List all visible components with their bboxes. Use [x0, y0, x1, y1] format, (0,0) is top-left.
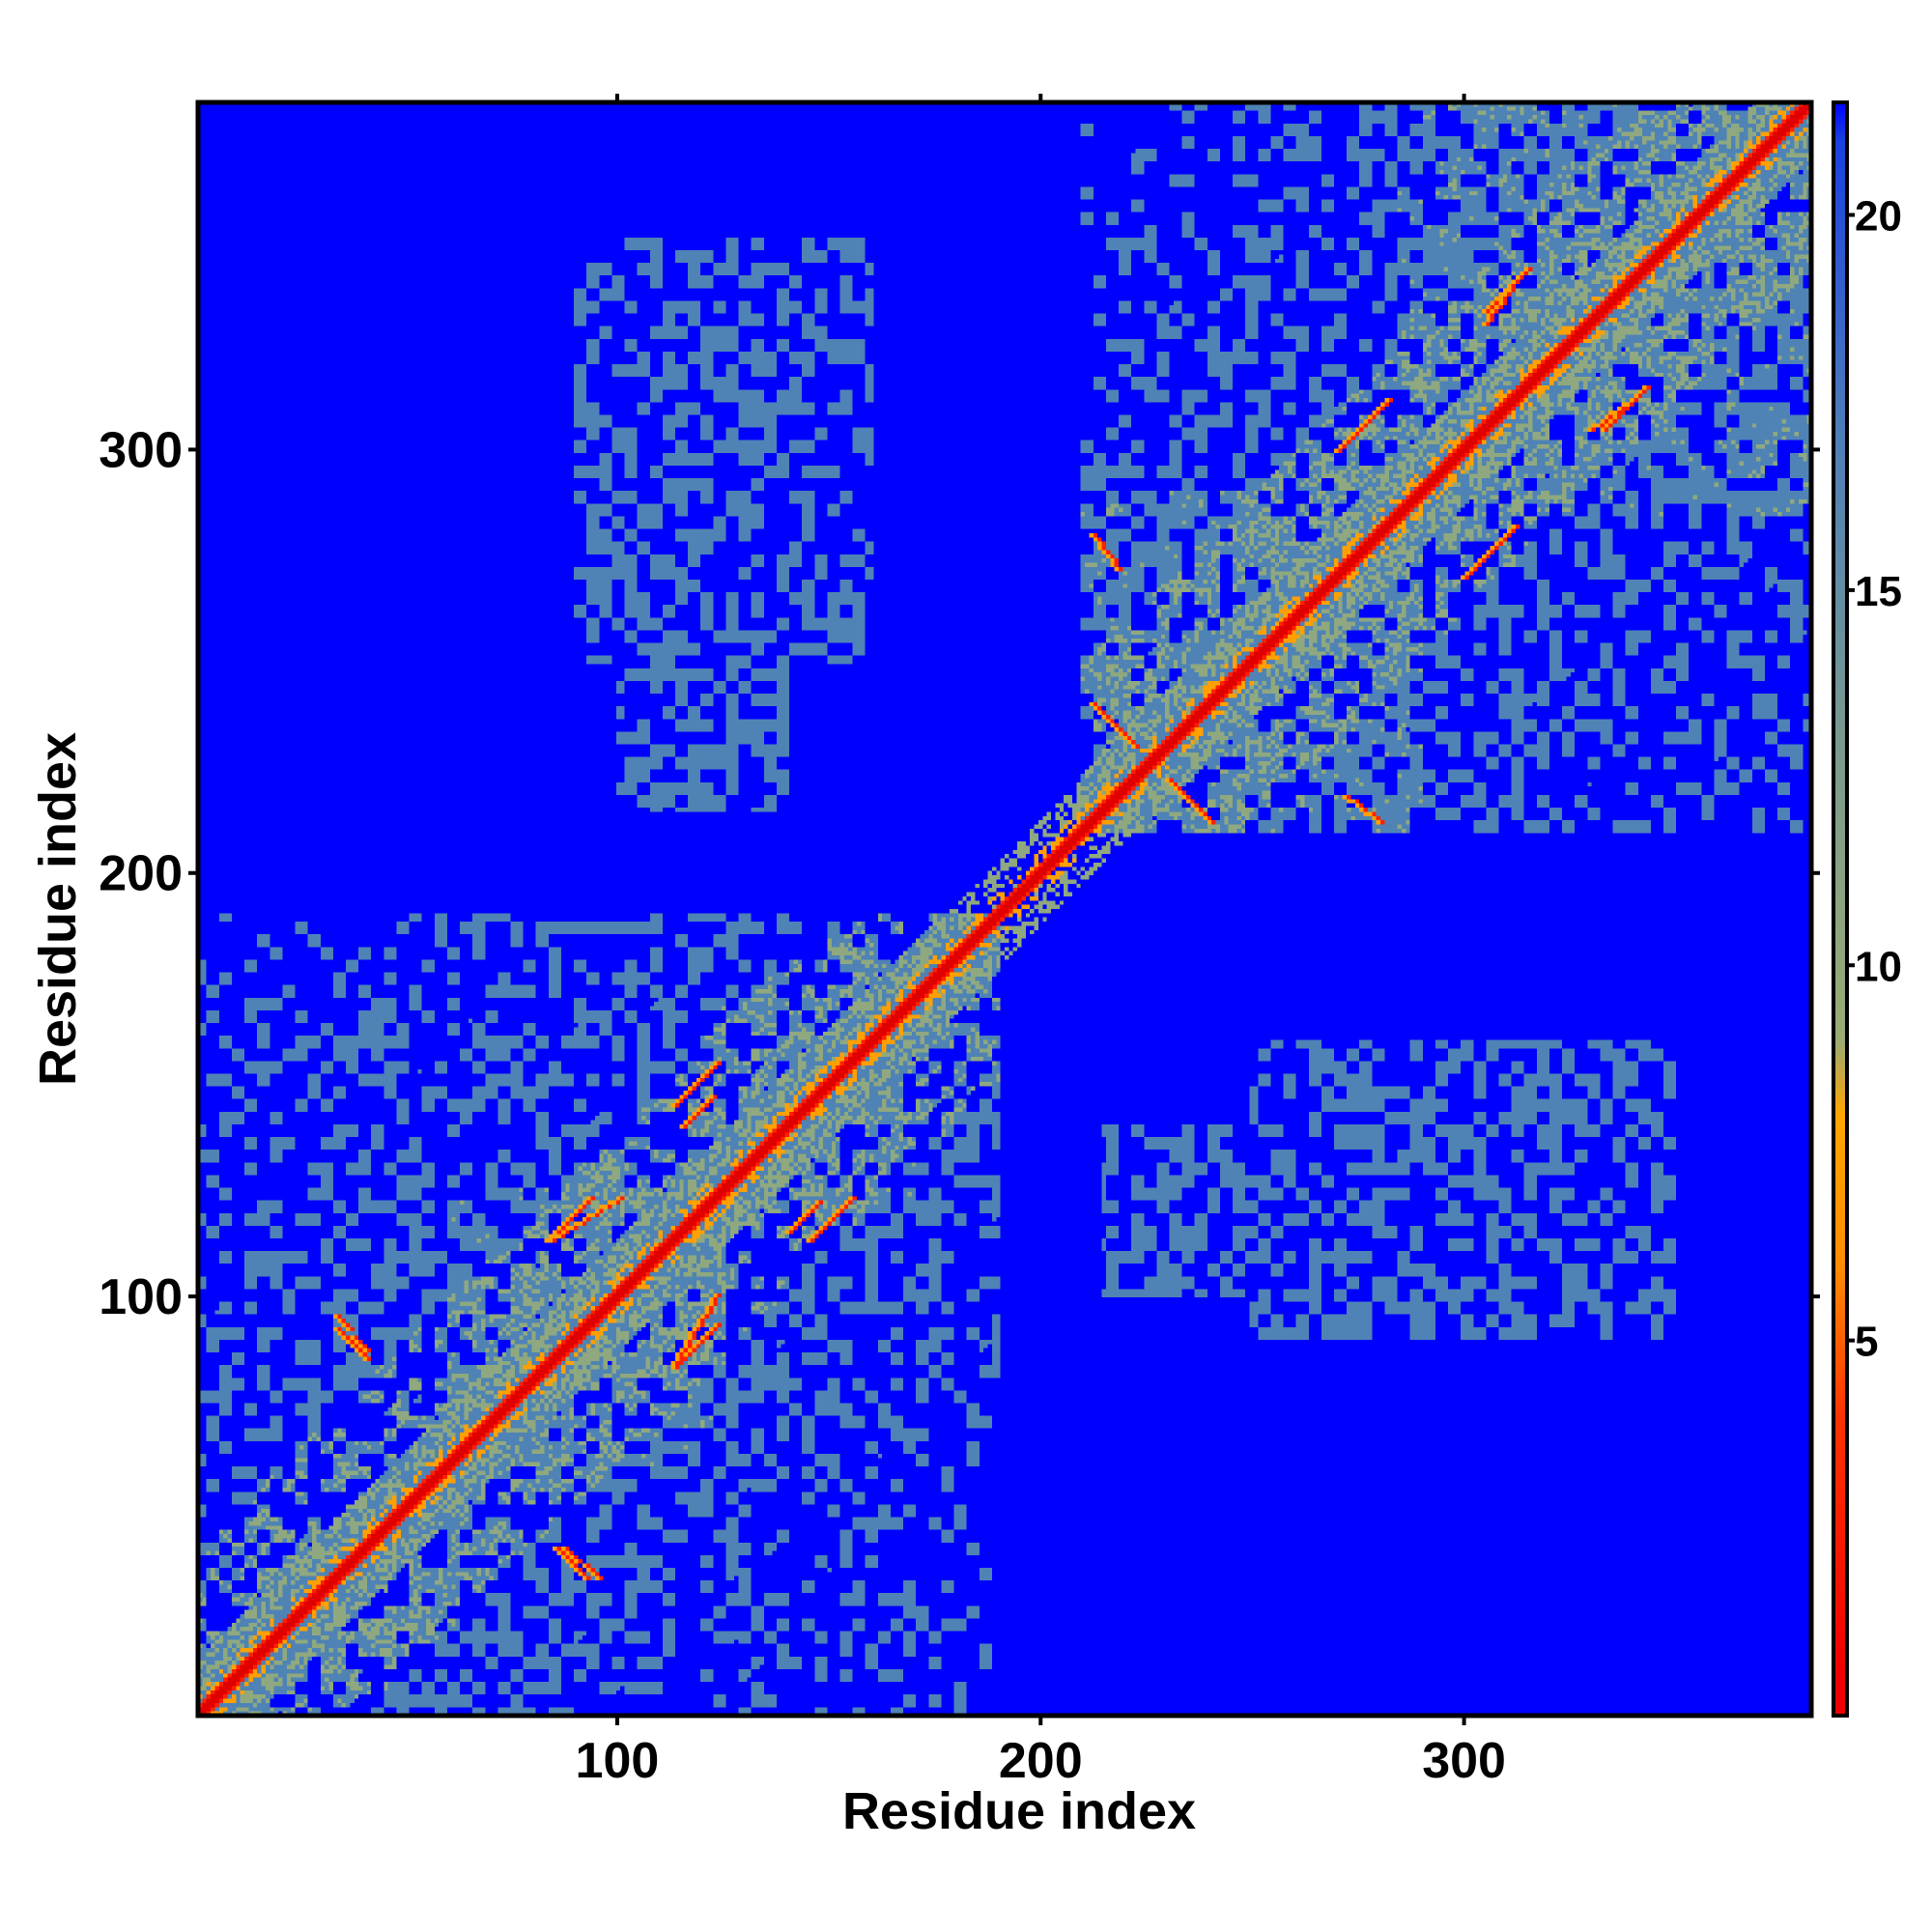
x-tick-label: 300: [1422, 1733, 1506, 1789]
plot-frame: [195, 99, 1814, 1719]
colorbar-tick-label: 10: [1855, 943, 1902, 990]
y-axis-title: Residue index: [29, 732, 87, 1086]
colorbar-tick-label: 5: [1855, 1319, 1878, 1366]
contact-map-image: [198, 102, 1811, 1716]
x-tick-label: 100: [576, 1733, 660, 1789]
x-axis-title: Residue index: [842, 1782, 1196, 1840]
colorbar-tick-label: 15: [1855, 568, 1902, 615]
x-axis: 100 200 300: [576, 94, 1506, 1789]
colorbar-tick-label: 20: [1855, 193, 1902, 241]
x-tick-label: 200: [999, 1733, 1083, 1789]
y-tick-label: 300: [99, 422, 183, 478]
heatmap-cells: [198, 102, 1811, 1716]
colorbar: 5 10 15 20: [1832, 100, 1902, 1718]
colorbar-gradient: [1832, 100, 1849, 1718]
y-axis: 100 200 300: [99, 422, 1820, 1325]
y-tick-label: 100: [99, 1269, 183, 1325]
y-tick-label: 200: [99, 846, 183, 902]
